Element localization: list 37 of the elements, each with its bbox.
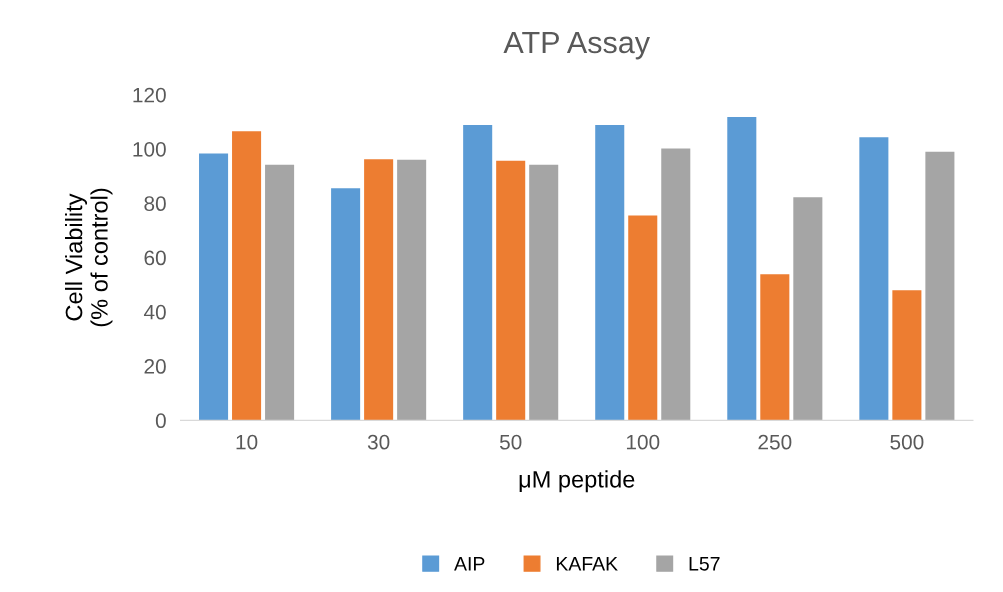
x-tick-label: 30 <box>367 434 390 450</box>
y-tick-label: 80 <box>144 196 166 212</box>
x-tick-label: 500 <box>890 434 924 450</box>
y-tick-label: 100 <box>133 141 166 157</box>
x-axis-title: μM peptide <box>519 470 635 493</box>
bar <box>199 153 229 421</box>
bar <box>760 274 790 421</box>
bar <box>727 116 757 421</box>
x-tick-label: 100 <box>626 434 660 450</box>
x-tick-label: 250 <box>758 434 792 450</box>
bar <box>793 197 823 421</box>
y-tick-label: 120 <box>133 87 166 103</box>
legend-label: L57 <box>689 557 720 571</box>
x-tick-label: 10 <box>236 434 258 450</box>
x-tick-label: 50 <box>499 434 522 450</box>
bar <box>925 151 955 421</box>
bar <box>397 159 427 421</box>
bar <box>661 148 691 421</box>
bar <box>496 160 526 421</box>
bar <box>331 188 361 421</box>
bar <box>463 125 493 421</box>
bar <box>265 164 295 421</box>
bar <box>628 215 658 421</box>
y-tick-label: 60 <box>144 250 166 266</box>
y-axis-title: Cell Viability (% of control) <box>65 188 113 327</box>
bar <box>232 131 262 421</box>
y-tick-label: 40 <box>143 304 166 320</box>
legend-label: KAFAK <box>556 557 618 571</box>
chart-title: ATP Assay <box>503 32 650 60</box>
bar <box>859 137 889 421</box>
legend-label: AIP <box>454 557 485 571</box>
bar <box>892 290 922 421</box>
y-tick-label: 20 <box>144 359 166 374</box>
bar <box>529 164 559 421</box>
bar <box>364 159 394 421</box>
y-tick-label: 0 <box>155 413 166 429</box>
bar <box>595 125 625 421</box>
